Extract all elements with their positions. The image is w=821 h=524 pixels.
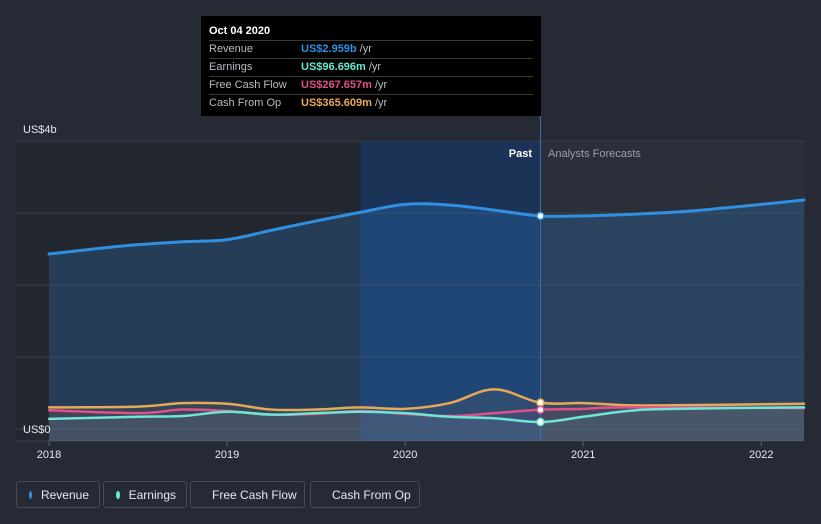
x-tick-label: 2021 <box>571 449 595 461</box>
free-cash-flow-area <box>49 407 804 441</box>
past-label: Past <box>509 148 533 160</box>
earnings-area <box>49 407 804 441</box>
legend-free-cash-flow-button[interactable]: Free Cash Flow <box>190 481 305 508</box>
forecast-region <box>540 141 805 441</box>
tooltip-label: Earnings <box>209 61 253 73</box>
tooltip-unit: /yr <box>359 43 372 55</box>
earnings-marker[interactable] <box>536 417 545 427</box>
legend-label: Revenue <box>40 487 89 502</box>
series-lines <box>47 198 806 424</box>
legend-label: Earnings <box>128 487 176 502</box>
tooltip-value: US$2.959b <box>301 43 357 55</box>
tooltip-unit: /yr <box>374 97 388 109</box>
tooltip-date: Oct 04 2020 <box>209 23 533 41</box>
tooltip-label: Revenue <box>209 43 254 55</box>
earnings-dot-icon <box>116 490 120 499</box>
x-axis-ticks: 2018 2019 2020 2021 2022 <box>37 441 774 461</box>
x-tick-label: 2022 <box>749 449 773 461</box>
legend-revenue-button[interactable]: Revenue <box>16 481 100 508</box>
x-tick-label: 2018 <box>37 449 61 461</box>
tooltip-value: US$365.609m <box>301 97 372 109</box>
series-markers <box>536 211 545 427</box>
tooltip-unit: /yr <box>368 61 382 73</box>
x-tick-label: 2020 <box>393 449 417 461</box>
legend-cash-from-op-button[interactable]: Cash From Op <box>310 481 420 508</box>
tooltip-row-cash-from-op: Cash From Op US$365.609m /yr <box>209 95 533 112</box>
tooltip-row-revenue: Revenue US$2.959b /yr <box>209 41 533 59</box>
highlight-region <box>360 141 541 441</box>
tooltip-label: Free Cash Flow <box>209 79 287 91</box>
earnings-line <box>47 406 806 424</box>
y-axis-top-label: US$4b <box>23 124 57 136</box>
free-cash-flow-marker[interactable] <box>536 405 545 414</box>
legend-label: Free Cash Flow <box>212 487 297 502</box>
forecast-label: Analysts Forecasts <box>548 148 641 160</box>
revenue-area <box>49 200 804 441</box>
legend-earnings-button[interactable]: Earnings <box>103 481 187 508</box>
y-axis-bottom-label: US$0 <box>23 424 51 436</box>
tooltip-label: Cash From Op <box>209 97 282 109</box>
revenue-dot-icon <box>29 490 32 499</box>
legend-label: Cash From Op <box>332 487 411 502</box>
x-tick-label: 2019 <box>215 449 239 461</box>
tooltip-unit: /yr <box>374 79 388 91</box>
tooltip-row-earnings: Earnings US$96.696m /yr <box>209 59 533 77</box>
cash-from-op-line <box>47 388 806 412</box>
tooltip: Oct 04 2020 Revenue US$2.959b /yr Earnin… <box>201 16 541 116</box>
tooltip-row-free-cash-flow: Free Cash Flow US$267.657m /yr <box>209 77 533 95</box>
cash-from-op-marker[interactable] <box>536 398 545 407</box>
tooltip-value: US$267.657m <box>301 79 372 91</box>
revenue-marker[interactable] <box>536 211 545 221</box>
revenue-line <box>47 198 806 256</box>
tooltip-value: US$96.696m <box>301 61 366 73</box>
